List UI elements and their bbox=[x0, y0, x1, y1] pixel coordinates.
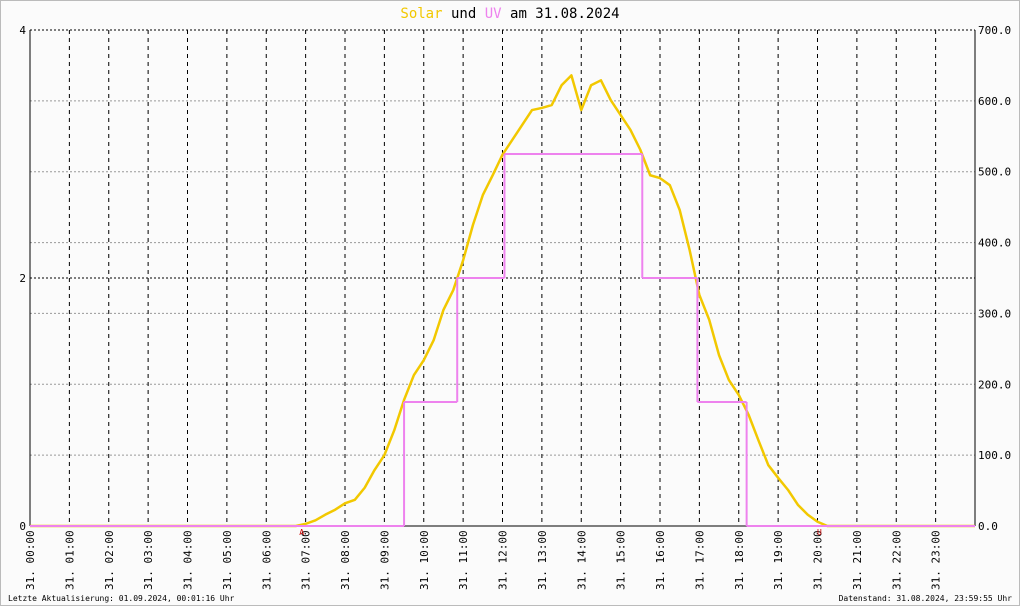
title-word: und bbox=[451, 6, 476, 22]
solar-line bbox=[30, 74, 975, 528]
x-tick-label: 31. 11:00 bbox=[457, 530, 470, 590]
x-tick-label: 31. 01:00 bbox=[63, 530, 76, 590]
x-tick-label: 31. 03:00 bbox=[142, 530, 155, 590]
x-tick-label: 31. 07:00 bbox=[300, 530, 313, 590]
title-word: am 31.08.2024 bbox=[510, 6, 620, 22]
x-tick-label: 31. 17:00 bbox=[693, 530, 706, 590]
x-tick-label: 31. 05:00 bbox=[221, 530, 234, 590]
x-tick-label: 31. 10:00 bbox=[418, 530, 431, 590]
x-tick-label: 31. 23:00 bbox=[930, 530, 943, 590]
x-tick-label: 31. 21:00 bbox=[851, 530, 864, 590]
footer-left: Letzte Aktualisierung: 01.09.2024, 00:01… bbox=[8, 594, 235, 603]
x-tick-label: 31. 14:00 bbox=[575, 530, 588, 590]
x-tick-label: 31. 08:00 bbox=[339, 530, 352, 590]
y2-tick-label: 100.0 bbox=[978, 449, 1011, 462]
y2-tick-label: 400.0 bbox=[978, 237, 1011, 250]
y2-tick-label: 200.0 bbox=[978, 378, 1011, 391]
y2-tick-label: 600.0 bbox=[978, 95, 1011, 108]
footer-right: Datenstand: 31.08.2024, 23:59:55 Uhr bbox=[839, 594, 1013, 603]
y-tick-label: 2 bbox=[19, 272, 26, 285]
y-tick-label: 4 bbox=[19, 24, 26, 37]
title-solar: Solar bbox=[400, 6, 442, 22]
annotation: U bbox=[817, 528, 822, 537]
x-tick-label: 31. 13:00 bbox=[536, 530, 549, 590]
x-tick-label: 31. 06:00 bbox=[260, 530, 273, 590]
y2-tick-label: 0.0 bbox=[978, 520, 998, 533]
x-tick-label: 31. 15:00 bbox=[615, 530, 628, 590]
title-uv: UV bbox=[485, 6, 502, 22]
y2-tick-label: 300.0 bbox=[978, 307, 1011, 320]
y2-tick-label: 500.0 bbox=[978, 166, 1011, 179]
x-tick-label: 31. 19:00 bbox=[772, 530, 785, 590]
x-tick-label: 31. 00:00 bbox=[24, 530, 37, 590]
x-tick-label: 31. 12:00 bbox=[497, 530, 510, 590]
x-tick-label: 31. 20:00 bbox=[812, 530, 825, 590]
x-tick-label: 31. 16:00 bbox=[654, 530, 667, 590]
y-tick-label: 0 bbox=[19, 520, 26, 533]
annotation: A bbox=[299, 528, 304, 537]
x-tick-label: 31. 04:00 bbox=[182, 530, 195, 590]
y2-tick-label: 700.0 bbox=[978, 24, 1011, 37]
x-tick-label: 31. 22:00 bbox=[890, 530, 903, 590]
x-tick-label: 31. 02:00 bbox=[103, 530, 116, 590]
x-tick-label: 31. 09:00 bbox=[378, 530, 391, 590]
chart-title: Solar und UV am 31.08.2024 bbox=[400, 6, 619, 22]
x-tick-label: 31. 18:00 bbox=[733, 530, 746, 590]
